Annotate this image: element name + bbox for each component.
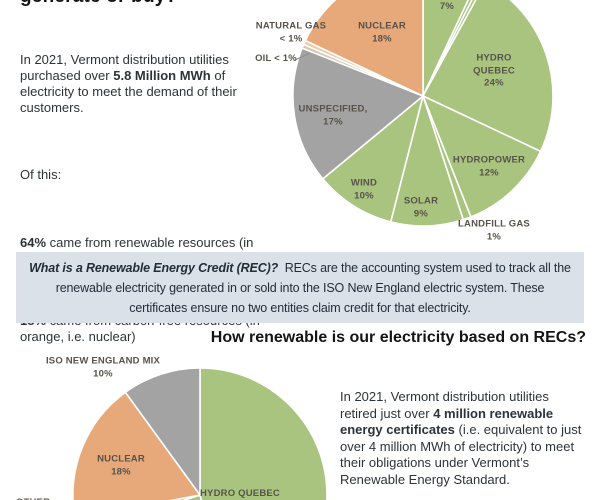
intro-paragraph-purchased: In 2021, Vermont distribution utilities …	[20, 52, 237, 115]
pie-label-solar: SOLAR 9%	[403, 195, 439, 220]
pie-slice-hydro-quebec	[421, 0, 554, 153]
retired-text-column: In 2021, Vermont distribution utilities …	[340, 356, 595, 500]
pie-slice-hydropower	[421, 94, 542, 218]
pie-slice	[422, 0, 470, 97]
pie-slice-solar	[389, 93, 465, 227]
pie-label-hydro-quebec: HYDRO QUEBEC 24%	[473, 52, 515, 89]
pie-slice-iso-new-england-mix	[124, 367, 201, 498]
retired-paragraph-certificates: In 2021, Vermont distribution utilities …	[340, 389, 582, 487]
pie-label-hydropower: HYDROPOWER 12%	[452, 154, 526, 179]
pie-slice-nuclear	[72, 391, 202, 500]
pie-slice-other	[181, 493, 203, 500]
page-title-cropped: generate or buy?	[20, 0, 177, 8]
pie-slice	[422, 0, 473, 97]
section-title-recs: How renewable is our electricity based o…	[210, 329, 586, 346]
pie-slice-hydro-quebec	[199, 367, 328, 500]
pie-label-nuclear: NUCLEAR 18%	[358, 20, 406, 45]
rec-definition-box: What is a Renewable Energy Credit (REC)?…	[16, 252, 584, 323]
pie-label-7: 7%	[439, 0, 455, 12]
intro-paragraph-of-this: Of this:	[20, 167, 62, 182]
pie-label-hydro-quebec: HYDRO QUEBEC	[200, 487, 280, 499]
pie-label-landfill-gas: LANDFILL GAS 1%	[458, 218, 530, 243]
pie-label-nuclear: NUCLEAR 18%	[97, 453, 145, 478]
intro-text-column: In 2021, Vermont distribution utilities …	[20, 20, 340, 377]
pie-slice-landfill-gas	[422, 95, 472, 221]
pie-slice	[422, 0, 477, 97]
pie-slice	[169, 494, 201, 500]
rec-definition-text: What is a Renewable Energy Credit (REC)?…	[29, 260, 571, 315]
pie-label-wind: WIND 10%	[350, 177, 378, 202]
